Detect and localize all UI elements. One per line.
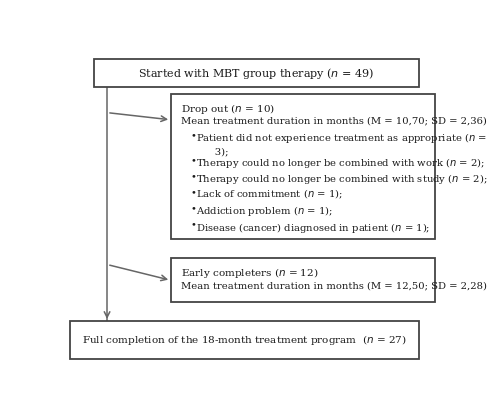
Text: •: •	[190, 156, 196, 165]
Text: •: •	[190, 131, 196, 140]
Bar	[70, 321, 419, 360]
Text: •: •	[190, 188, 196, 197]
Text: Therapy could no longer be combined with study ($\mathit{n}$ = 2);: Therapy could no longer be combined with…	[196, 172, 488, 186]
Text: Addiction problem ($\mathit{n}$ = 1);: Addiction problem ($\mathit{n}$ = 1);	[196, 204, 333, 218]
Text: Mean treatment duration in months (M = 12,50; SD = 2,28): Mean treatment duration in months (M = 1…	[180, 281, 486, 290]
Bar	[171, 94, 434, 239]
Text: •: •	[190, 221, 196, 230]
Text: Early completers ($\mathit{n}$ = 12): Early completers ($\mathit{n}$ = 12)	[180, 266, 318, 280]
Text: Drop out ($\mathit{n}$ = 10): Drop out ($\mathit{n}$ = 10)	[180, 102, 275, 115]
Text: Patient did not experience treatment as appropriate ($\mathit{n}$ =
      3);: Patient did not experience treatment as …	[196, 131, 487, 156]
Text: Therapy could no longer be combined with work ($\mathit{n}$ = 2);: Therapy could no longer be combined with…	[196, 156, 486, 170]
Bar	[94, 59, 419, 87]
Text: •: •	[190, 172, 196, 181]
Text: Lack of commitment ($\mathit{n}$ = 1);: Lack of commitment ($\mathit{n}$ = 1);	[196, 188, 343, 201]
Text: Full completion of the 18-month treatment program  ($\mathit{n}$ = 27): Full completion of the 18-month treatmen…	[82, 333, 407, 347]
Text: •: •	[190, 204, 196, 213]
Bar	[171, 258, 434, 302]
Text: Started with MBT group therapy ($\mathit{n}$ = 49): Started with MBT group therapy ($\mathit…	[138, 66, 374, 81]
Text: Mean treatment duration in months (M = 10,70; SD = 2,36): Mean treatment duration in months (M = 1…	[180, 117, 486, 126]
Text: Disease (cancer) diagnosed in patient ($\mathit{n}$ = 1);: Disease (cancer) diagnosed in patient ($…	[196, 221, 430, 235]
